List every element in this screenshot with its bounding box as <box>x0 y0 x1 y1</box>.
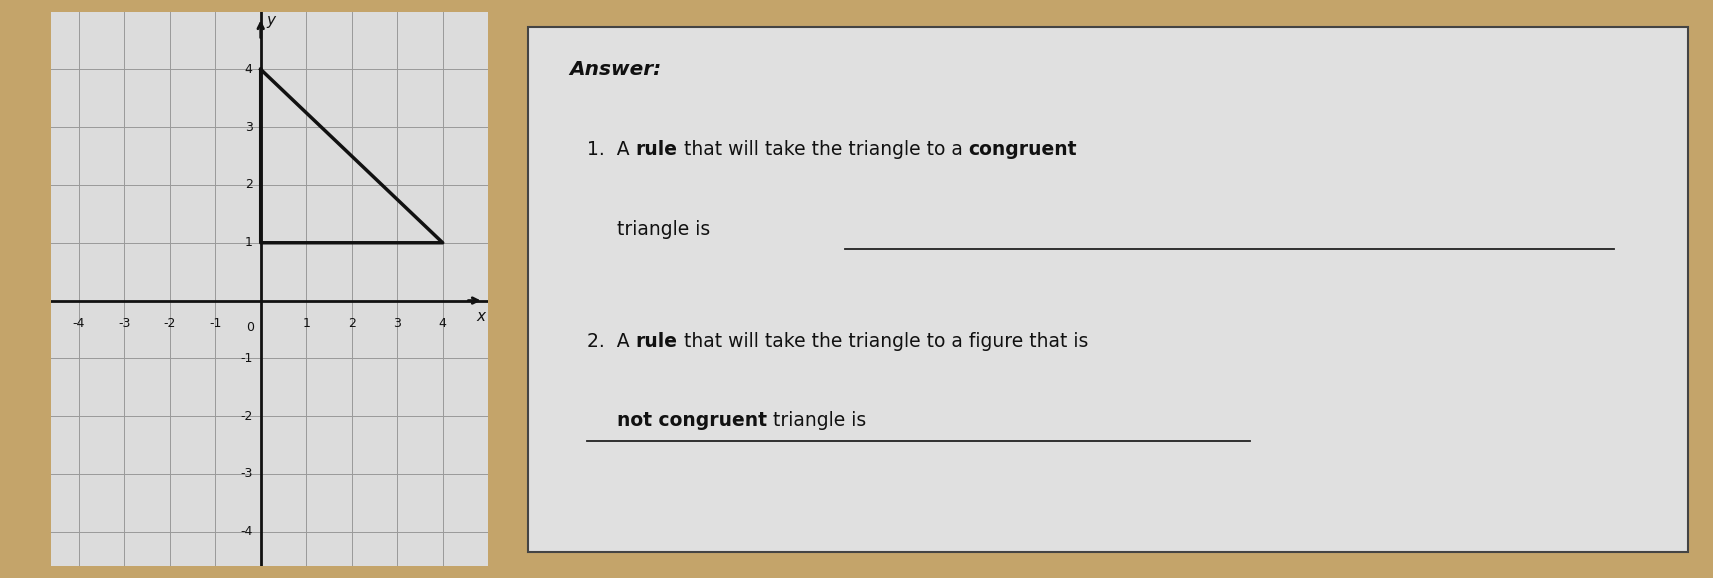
Text: 1: 1 <box>301 317 310 329</box>
Text: Answer:: Answer: <box>569 60 661 79</box>
Text: that will take the triangle to a figure that is: that will take the triangle to a figure … <box>678 332 1088 350</box>
Text: -1: -1 <box>209 317 221 329</box>
Text: -3: -3 <box>240 468 252 480</box>
Text: 2: 2 <box>245 179 252 191</box>
Text: congruent: congruent <box>968 140 1077 159</box>
Text: rule: rule <box>636 332 678 350</box>
Text: -2: -2 <box>163 317 176 329</box>
Text: that will take the triangle to a: that will take the triangle to a <box>678 140 968 159</box>
Text: rule: rule <box>636 140 678 159</box>
Text: 0: 0 <box>247 321 254 334</box>
Text: triangle is: triangle is <box>588 220 711 239</box>
Text: 4: 4 <box>245 63 252 76</box>
Text: -4: -4 <box>72 317 86 329</box>
Text: triangle is: triangle is <box>767 412 867 430</box>
Text: 3: 3 <box>394 317 401 329</box>
Text: not congruent: not congruent <box>617 412 767 430</box>
Text: 3: 3 <box>245 121 252 134</box>
Text: -3: -3 <box>118 317 130 329</box>
Text: 4: 4 <box>439 317 447 329</box>
Text: 1: 1 <box>245 236 252 249</box>
Text: 2.  A: 2. A <box>588 332 636 350</box>
Text: x: x <box>476 309 486 324</box>
Text: -2: -2 <box>240 410 252 423</box>
Text: 1.  A: 1. A <box>588 140 636 159</box>
Text: -4: -4 <box>240 525 252 538</box>
Text: -1: -1 <box>240 352 252 365</box>
Text: 2: 2 <box>348 317 356 329</box>
Text: y: y <box>266 13 276 28</box>
FancyBboxPatch shape <box>528 27 1687 552</box>
